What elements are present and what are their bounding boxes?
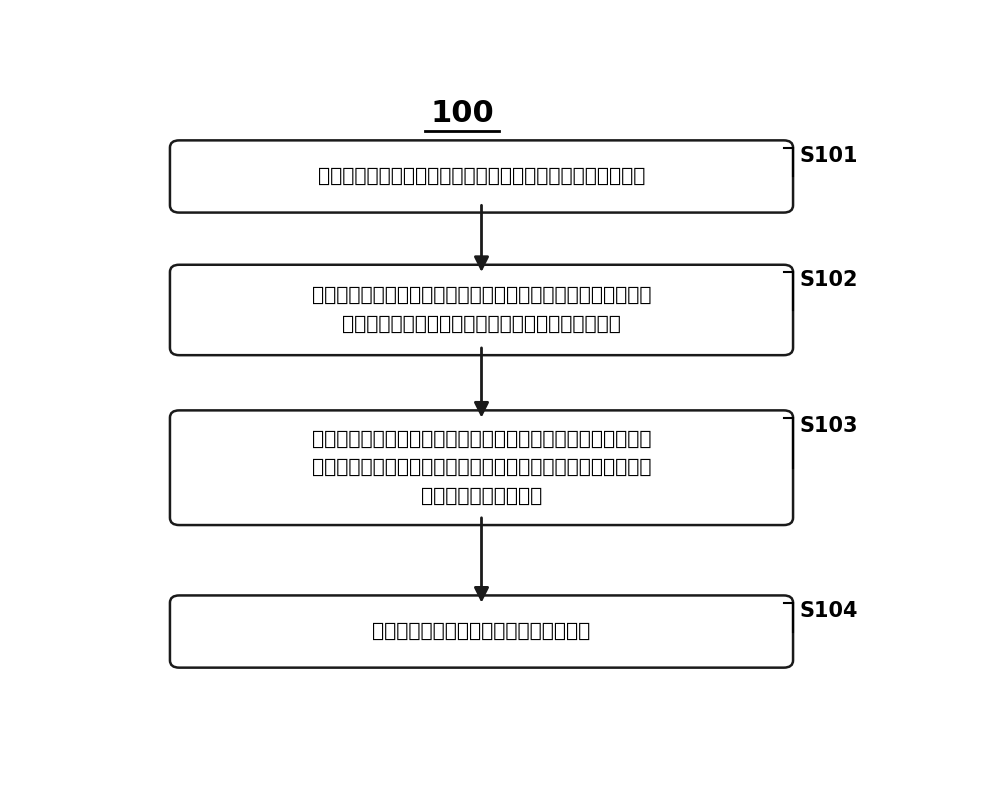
FancyBboxPatch shape: [170, 265, 793, 355]
FancyBboxPatch shape: [170, 596, 793, 667]
Text: S104: S104: [799, 601, 858, 621]
Text: 100: 100: [430, 99, 494, 128]
Text: S101: S101: [799, 146, 858, 165]
Text: S103: S103: [799, 416, 858, 436]
Text: 根据所述频谱波形图预测二尖瓣瓣口面积: 根据所述频谱波形图预测二尖瓣瓣口面积: [372, 622, 591, 641]
Text: S102: S102: [799, 270, 858, 290]
Text: 若所述预测值满足预设条件，则将该检测对象的心尖四腔心二尖
瓣连续多普勒频谱切面图像输入图像分割网络模型，获取该切面
图像对应的频谱波形图: 若所述预测值满足预设条件，则将该检测对象的心尖四腔心二尖 瓣连续多普勒频谱切面图…: [312, 429, 651, 506]
FancyBboxPatch shape: [170, 411, 793, 525]
Text: 获取检测对象的超声心动图中反映二尖瓣结构的二维切面视频: 获取检测对象的超声心动图中反映二尖瓣结构的二维切面视频: [318, 167, 645, 186]
Text: 将所述二维切面视频输入至训练好的深度学习分类模型中，获取
所述二维切面视频含有二尖瓣狭窄图像特征的预测值: 将所述二维切面视频输入至训练好的深度学习分类模型中，获取 所述二维切面视频含有二…: [312, 286, 651, 334]
FancyBboxPatch shape: [170, 140, 793, 213]
